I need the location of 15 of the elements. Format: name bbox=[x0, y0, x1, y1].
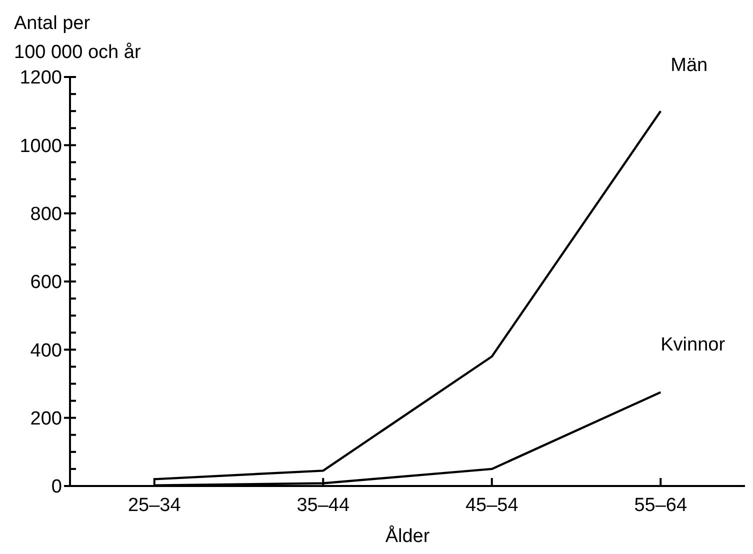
y-axis-title: Antal per 100 000 och år bbox=[14, 13, 142, 63]
y-tick-label: 800 bbox=[30, 204, 62, 225]
x-tick-label: 55–64 bbox=[634, 495, 688, 516]
x-tick-label: 25–34 bbox=[128, 495, 182, 516]
y-tick-label: 1000 bbox=[20, 136, 62, 157]
y-tick-label: 400 bbox=[30, 340, 62, 362]
x-tick-label: 35–44 bbox=[296, 495, 350, 516]
series-label: Män bbox=[670, 55, 708, 76]
y-tick-label: 200 bbox=[30, 408, 62, 430]
series-label: Kvinnor bbox=[660, 334, 726, 356]
y-tick-label: 1200 bbox=[20, 68, 62, 89]
x-axis-title: Ålder bbox=[385, 525, 430, 547]
y-tick-label: 600 bbox=[30, 272, 62, 294]
x-tick-label: 45–54 bbox=[465, 495, 519, 516]
y-tick-label: 0 bbox=[51, 476, 62, 498]
